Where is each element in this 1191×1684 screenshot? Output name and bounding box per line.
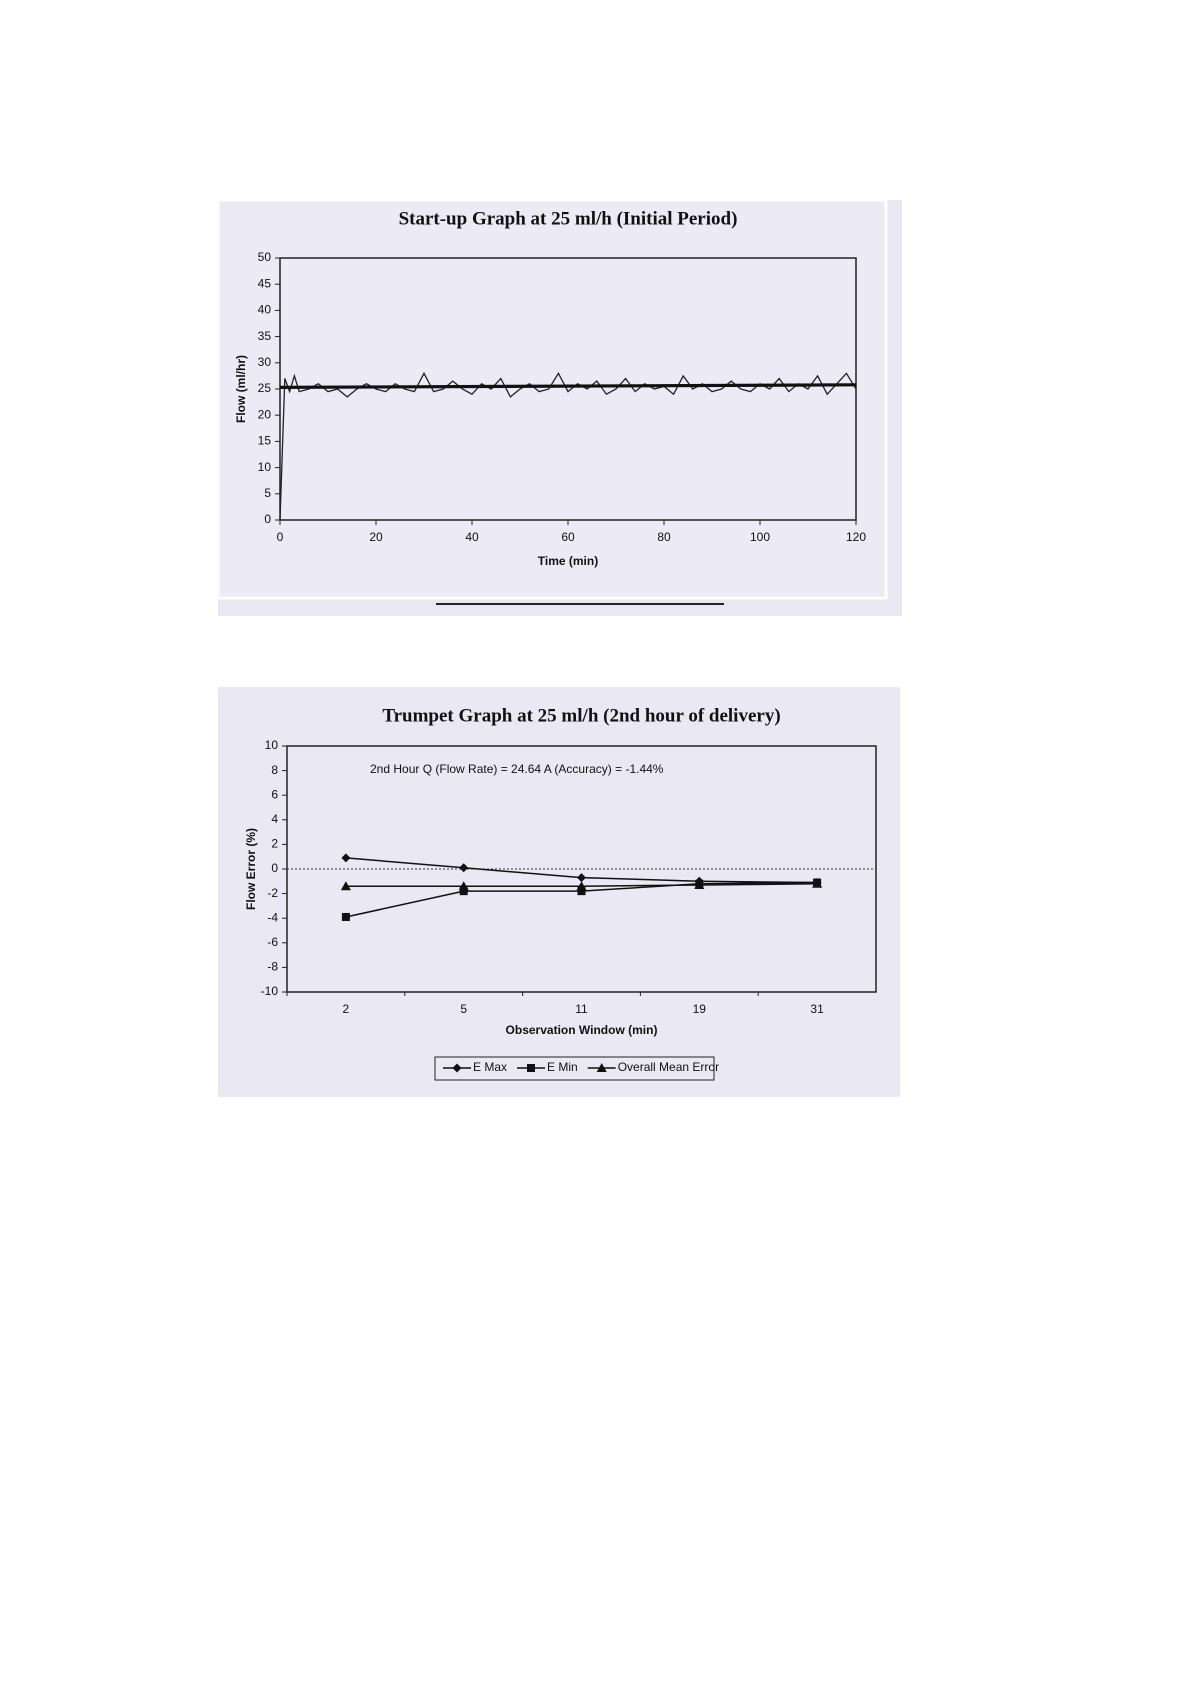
marker <box>812 878 823 888</box>
x-tick-label: 60 <box>561 530 575 544</box>
marker <box>576 881 587 891</box>
y-tick-label: -10 <box>261 984 279 998</box>
legend-label: Overall Mean Error <box>618 1060 719 1074</box>
y-tick-label: 15 <box>258 434 272 448</box>
marker <box>452 1063 462 1073</box>
y-tick-label: 40 <box>258 303 272 317</box>
y-tick-label: 0 <box>264 512 271 526</box>
y-tick-label: 45 <box>258 276 272 290</box>
y-tick-label: 8 <box>271 763 278 777</box>
marker <box>459 863 469 873</box>
marker <box>577 873 586 883</box>
marker <box>694 879 705 889</box>
legend-label: E Min <box>547 1060 578 1074</box>
x-tick-label: 120 <box>846 530 866 544</box>
y-tick-label: 30 <box>258 355 272 369</box>
x-tick-label: 31 <box>810 1002 824 1016</box>
marker <box>596 1063 607 1072</box>
x-tick-label: 11 <box>575 1002 588 1016</box>
y-tick-label: -2 <box>267 886 278 900</box>
x-tick-label: 5 <box>460 1002 467 1016</box>
legend-label: E Max <box>473 1060 507 1074</box>
y-tick-label: 2 <box>271 837 278 851</box>
y-tick-label: 0 <box>271 861 278 875</box>
x-axis-label: Observation Window (min) <box>506 1023 658 1037</box>
marker <box>527 1064 536 1072</box>
x-tick-label: 19 <box>693 1002 707 1016</box>
y-tick-label: -8 <box>267 960 278 974</box>
x-tick-label: 2 <box>343 1002 350 1016</box>
y-tick-label: 35 <box>258 329 272 343</box>
marker <box>458 881 469 891</box>
marker <box>341 912 350 921</box>
marker <box>459 887 468 896</box>
chart-title: Start-up Graph at 25 ml/h (Initial Perio… <box>399 208 738 229</box>
y-tick-label: 25 <box>258 381 272 395</box>
y-tick-label: -4 <box>267 910 278 924</box>
marker <box>340 881 351 891</box>
y-tick-label: 10 <box>265 738 279 752</box>
x-tick-label: 100 <box>750 530 770 544</box>
y-tick-label: -6 <box>267 935 278 949</box>
x-axis-label: Time (min) <box>538 554 598 568</box>
series-line <box>279 383 857 389</box>
x-tick-label: 80 <box>657 530 671 544</box>
chart-panel <box>218 687 900 1097</box>
chart-panel <box>216 198 888 600</box>
marker <box>341 853 351 863</box>
y-axis-label: Flow Error (%) <box>244 828 258 910</box>
y-tick-label: 6 <box>271 787 278 801</box>
y-tick-label: 50 <box>258 250 272 264</box>
y-tick-label: 4 <box>271 812 278 826</box>
y-tick-label: 20 <box>258 407 272 421</box>
y-axis-label: Flow (ml/hr) <box>234 355 248 423</box>
marker <box>577 887 586 896</box>
x-tick-label: 20 <box>369 530 383 544</box>
chart-title: Trumpet Graph at 25 ml/h (2nd hour of de… <box>382 705 780 726</box>
annotation: 2nd Hour Q (Flow Rate) = 24.64 A (Accura… <box>370 762 664 776</box>
legend-box <box>434 1056 715 1081</box>
y-tick-label: 10 <box>258 460 272 474</box>
x-tick-label: 40 <box>465 530 479 544</box>
y-tick-label: 5 <box>264 486 271 500</box>
x-tick-label: 0 <box>277 530 284 544</box>
